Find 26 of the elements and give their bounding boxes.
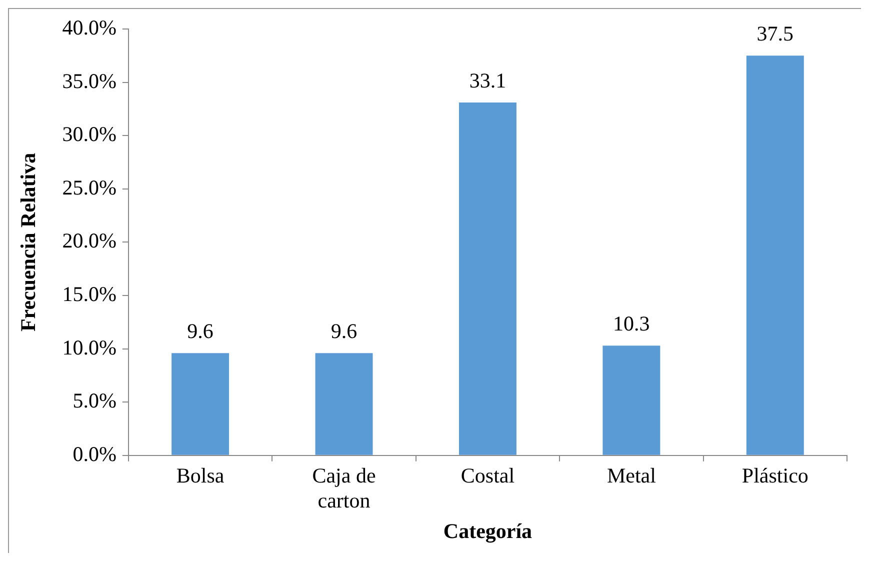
y-tick-label: 0.0% (72, 442, 116, 466)
y-tick-label: 15.0% (62, 282, 116, 306)
bar (746, 56, 804, 455)
bar (172, 353, 230, 455)
x-tick-label: Caja de carton (312, 464, 376, 513)
x-tick-label: Plástico (742, 464, 808, 488)
y-tick-label: 40.0% (62, 16, 116, 40)
x-tick-label: Bolsa (176, 464, 225, 488)
y-tick-label: 30.0% (62, 122, 116, 146)
data-label: 33.1 (469, 68, 506, 93)
data-label: 10.3 (613, 312, 650, 336)
y-tick-label: 25.0% (62, 175, 116, 200)
y-axis-title: Frecuencia Relativa (16, 152, 40, 332)
x-tick-label: Costal (460, 464, 515, 488)
data-label: 9.6 (187, 319, 214, 344)
y-tick-label: 10.0% (62, 335, 116, 360)
y-tick-label: 5.0% (72, 388, 116, 413)
y-tick-label: 35.0% (62, 68, 116, 93)
bar (602, 346, 660, 455)
data-label: 9.6 (330, 319, 358, 344)
x-axis-title: Categoría (443, 518, 533, 543)
y-tick-label: 20.0% (62, 228, 116, 253)
data-label: 37.5 (756, 22, 794, 46)
bar (458, 102, 516, 455)
bar (315, 353, 373, 455)
x-tick-label: Metal (606, 464, 656, 488)
